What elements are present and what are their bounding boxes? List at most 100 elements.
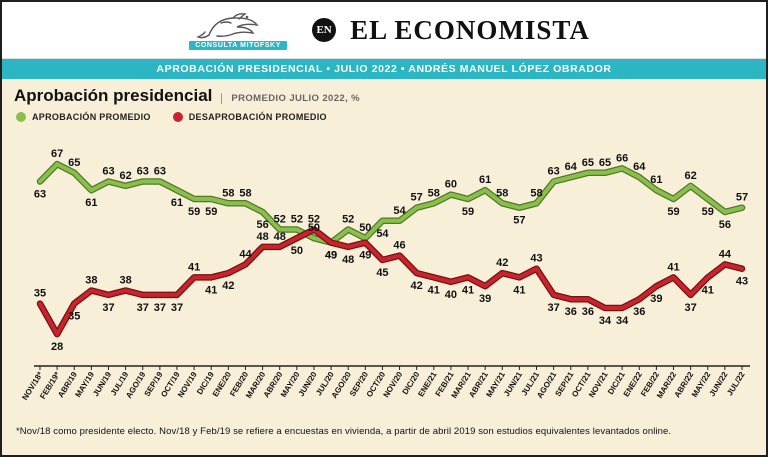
chart-title: Aprobación presidencial — [14, 86, 213, 105]
legend-label: APROBACIÓN PROMEDIO — [32, 112, 151, 122]
svg-text:65: 65 — [599, 157, 611, 169]
svg-text:49: 49 — [359, 250, 371, 262]
legend: APROBACIÓN PROMEDIO DESAPROBACIÓN PROMED… — [16, 112, 754, 122]
svg-text:49: 49 — [325, 250, 337, 262]
svg-text:61: 61 — [479, 174, 491, 186]
legend-item-aprobacion: APROBACIÓN PROMEDIO — [16, 112, 151, 122]
svg-text:50: 50 — [359, 222, 371, 234]
svg-text:44: 44 — [719, 248, 732, 260]
legend-label: DESAPROBACIÓN PROMEDIO — [188, 112, 327, 122]
svg-text:28: 28 — [51, 341, 63, 353]
svg-text:44: 44 — [239, 248, 252, 260]
svg-text:41: 41 — [702, 284, 714, 296]
svg-text:57: 57 — [736, 192, 748, 204]
svg-text:34: 34 — [599, 315, 612, 327]
svg-text:66: 66 — [616, 152, 628, 164]
svg-text:59: 59 — [702, 206, 714, 218]
mitofsky-bird-icon — [196, 12, 259, 38]
svg-text:46: 46 — [393, 240, 405, 252]
svg-text:58: 58 — [222, 187, 234, 199]
svg-text:59: 59 — [205, 206, 217, 218]
svg-text:43: 43 — [530, 253, 542, 265]
svg-text:58: 58 — [239, 187, 251, 199]
chart-subtitle: PROMEDIO JULIO 2022, % — [221, 93, 360, 104]
topic-banner: APROBACIÓN PRESIDENCIAL • JULIO 2022 • A… — [2, 59, 766, 79]
svg-text:42: 42 — [411, 280, 423, 292]
svg-text:58: 58 — [496, 187, 508, 199]
svg-text:52: 52 — [342, 213, 354, 225]
footnote: *Nov/18 como presidente electo. Nov/18 y… — [16, 426, 672, 437]
chart-title-row: Aprobación presidencial PROMEDIO JULIO 2… — [14, 86, 754, 106]
svg-text:52: 52 — [274, 213, 286, 225]
consulta-mitofsky-logo: CONSULTA MITOFSKY — [178, 11, 298, 50]
svg-text:JUL/22: JUL/22 — [725, 370, 747, 397]
svg-text:62: 62 — [685, 170, 697, 182]
masthead-title: EL ECONOMISTA — [350, 14, 590, 45]
chart-section: Aprobación presidencial PROMEDIO JULIO 2… — [2, 79, 766, 437]
svg-text:36: 36 — [565, 306, 577, 318]
en-badge: EN — [312, 18, 337, 42]
svg-text:37: 37 — [685, 302, 697, 314]
svg-text:48: 48 — [274, 231, 286, 243]
svg-text:41: 41 — [205, 284, 217, 296]
svg-text:48: 48 — [256, 231, 268, 243]
svg-text:50: 50 — [291, 245, 303, 257]
svg-text:61: 61 — [650, 174, 662, 186]
svg-text:59: 59 — [462, 206, 474, 218]
svg-text:41: 41 — [428, 284, 440, 296]
svg-text:38: 38 — [119, 275, 131, 287]
svg-text:39: 39 — [479, 293, 491, 305]
svg-text:35: 35 — [68, 311, 80, 323]
svg-text:64: 64 — [565, 161, 578, 173]
svg-text:52: 52 — [291, 213, 303, 225]
svg-text:41: 41 — [462, 284, 474, 296]
svg-text:37: 37 — [137, 302, 149, 314]
legend-item-desaprobacion: DESAPROBACIÓN PROMEDIO — [172, 112, 327, 122]
svg-text:62: 62 — [119, 170, 131, 182]
svg-text:63: 63 — [102, 166, 114, 178]
svg-text:58: 58 — [428, 187, 440, 199]
svg-text:63: 63 — [137, 166, 149, 178]
chart-wrap: NOV/18* FEB/19* ABR/19 MAY/19 JUN/19 JUL/19 AG… — [14, 124, 754, 424]
svg-text:64: 64 — [633, 161, 646, 173]
svg-text:43: 43 — [736, 276, 748, 288]
svg-text:35: 35 — [34, 288, 46, 300]
svg-text:54: 54 — [376, 228, 389, 240]
svg-text:41: 41 — [513, 284, 525, 296]
svg-text:63: 63 — [34, 189, 46, 201]
svg-text:65: 65 — [582, 157, 594, 169]
legend-dot-red — [172, 112, 183, 122]
svg-text:36: 36 — [633, 306, 645, 318]
svg-text:36: 36 — [582, 306, 594, 318]
svg-text:37: 37 — [171, 302, 183, 314]
svg-text:61: 61 — [85, 197, 97, 209]
svg-text:37: 37 — [102, 302, 114, 314]
svg-text:63: 63 — [548, 166, 560, 178]
svg-text:34: 34 — [616, 315, 629, 327]
svg-text:59: 59 — [667, 206, 679, 218]
svg-text:37: 37 — [548, 302, 560, 314]
svg-text:63: 63 — [154, 166, 166, 178]
svg-text:52: 52 — [308, 213, 320, 225]
svg-text:49: 49 — [325, 250, 337, 262]
svg-text:57: 57 — [513, 215, 525, 227]
approval-line-chart: NOV/18*FEB/19*ABR/19MAY/19JUN/19JUL/19AG… — [20, 148, 750, 402]
legend-dot-green — [16, 112, 26, 122]
svg-text:39: 39 — [650, 293, 662, 305]
svg-text:56: 56 — [256, 219, 268, 231]
svg-text:59: 59 — [188, 206, 200, 218]
svg-text:41: 41 — [667, 261, 679, 273]
svg-text:61: 61 — [171, 197, 183, 209]
header: CONSULTA MITOFSKY EN EL ECONOMISTA — [2, 2, 766, 59]
svg-text:48: 48 — [342, 254, 354, 266]
svg-text:60: 60 — [445, 179, 457, 191]
svg-text:42: 42 — [496, 257, 508, 269]
svg-text:65: 65 — [68, 157, 80, 169]
svg-text:67: 67 — [51, 148, 63, 160]
svg-text:57: 57 — [411, 192, 423, 204]
svg-text:54: 54 — [393, 205, 406, 217]
svg-text:38: 38 — [85, 275, 97, 287]
svg-text:45: 45 — [376, 267, 388, 279]
svg-text:50: 50 — [308, 222, 320, 234]
